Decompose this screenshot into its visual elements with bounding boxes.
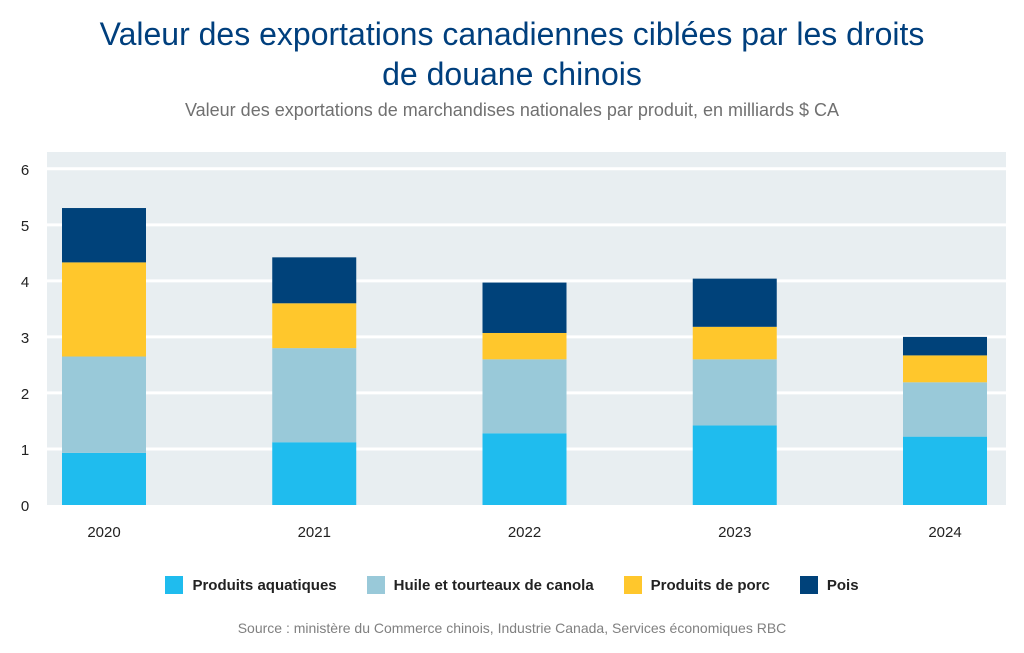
y-tick-label: 1: [21, 442, 29, 459]
legend-label: Pois: [826, 576, 859, 594]
legend-swatch: [366, 576, 385, 594]
x-tick-label: 2021: [298, 524, 331, 541]
y-tick-label: 4: [21, 274, 29, 291]
bar-segment: [272, 303, 357, 349]
legend-swatch: [165, 576, 184, 594]
bar-segment: [482, 282, 567, 333]
bar-segment: [62, 356, 146, 453]
chart-title-text: Valeur des exportations canadiennes cibl…: [100, 16, 925, 92]
legend-item-canola: Huile et tourteaux de canola: [366, 576, 594, 594]
chart-legend: Produits aquatiques Huile et tourteaux d…: [0, 576, 1024, 594]
legend-label: Produits de porc: [650, 576, 770, 594]
y-tick-label: 6: [21, 162, 29, 179]
bar-segment: [903, 336, 987, 356]
bar-segment: [903, 355, 987, 383]
bar-segment: [482, 433, 567, 505]
y-tick-label: 5: [21, 218, 29, 235]
x-tick-label: 2022: [508, 524, 541, 541]
bar-segment: [482, 359, 567, 434]
bar-segment: [692, 326, 777, 360]
bar-segment: [482, 332, 567, 360]
x-tick-label: 2023: [718, 524, 751, 541]
x-tick-label: 2020: [87, 524, 120, 541]
chart-subtitle: Valeur des exportations de marchandises …: [184, 100, 840, 120]
bar-segment: [272, 442, 357, 505]
legend-swatch: [623, 576, 642, 594]
x-tick-label: 2024: [928, 524, 961, 541]
legend-item-pois: Pois: [799, 576, 859, 594]
chart-title: Valeur des exportations canadiennes cibl…: [0, 14, 1024, 94]
chart-title-line: de douane chinois: [382, 56, 642, 92]
chart-source: Source : ministère du Commerce chinois, …: [237, 620, 787, 636]
bar-segment: [903, 436, 987, 505]
chart-title-line: Valeur des exportations canadiennes cibl…: [99, 16, 925, 52]
bar-segment: [62, 262, 146, 357]
legend-swatch: [799, 576, 818, 594]
bar-segment: [692, 425, 777, 505]
legend-label: Huile et tourteaux de canola: [393, 576, 594, 594]
stacked-bar-chart: 0 1 2 3 4 5 6 2020 2021 2022 2023 2024: [21, 152, 1006, 541]
bar-segment: [692, 359, 777, 426]
bar-segment: [62, 452, 146, 505]
bar-segment: [692, 278, 777, 327]
legend-item-produits-aquatiques: Produits aquatiques: [165, 576, 337, 594]
legend-label: Produits aquatiques: [192, 576, 337, 594]
bar-segment: [903, 382, 987, 437]
y-tick-label: 3: [21, 330, 29, 347]
bar-segment: [62, 208, 146, 263]
bar-segment: [272, 348, 357, 443]
bar-segment: [272, 257, 357, 304]
legend-item-produits-de-porc: Produits de porc: [623, 576, 770, 594]
y-tick-label: 0: [21, 498, 29, 515]
y-tick-label: 2: [21, 386, 29, 403]
